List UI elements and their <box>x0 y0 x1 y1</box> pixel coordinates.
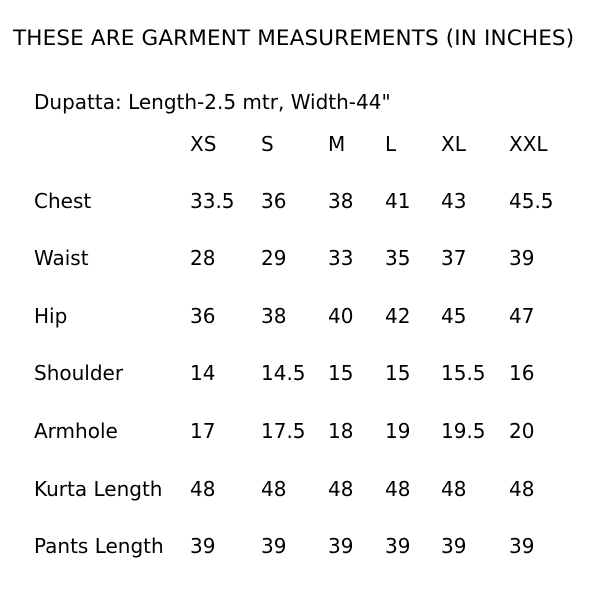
table-row: Chest 33.5 36 38 41 43 45.5 <box>0 191 600 249</box>
table-cell: 48 <box>328 476 354 501</box>
table-cell: 33.5 <box>190 188 235 213</box>
table-cell: 37 <box>441 246 467 271</box>
table-cell: 17.5 <box>261 418 306 443</box>
table-cell: 41 <box>385 188 411 213</box>
table-cell: 45 <box>441 303 467 328</box>
table-cell: 39 <box>385 534 411 559</box>
table-cell: 42 <box>385 303 411 328</box>
table-cell: 14.5 <box>261 361 306 386</box>
table-row: Waist 28 29 33 35 37 39 <box>0 248 600 306</box>
table-cell: 39 <box>190 534 216 559</box>
table-cell: 38 <box>328 188 354 213</box>
table-cell: 28 <box>190 246 216 271</box>
row-label: Armhole <box>34 418 118 443</box>
table-cell: 39 <box>261 534 287 559</box>
table-cell: 20 <box>509 418 535 443</box>
row-label: Hip <box>34 303 68 328</box>
table-cell: 47 <box>509 303 535 328</box>
table-row: Pants Length 39 39 39 39 39 39 <box>0 536 600 594</box>
table-row: Hip 36 38 40 42 45 47 <box>0 306 600 364</box>
column-header-m: M <box>328 132 346 156</box>
table-cell: 15 <box>328 361 354 386</box>
row-label: Waist <box>34 246 89 271</box>
table-cell: 43 <box>441 188 467 213</box>
row-label: Shoulder <box>34 361 124 386</box>
table-cell: 39 <box>328 534 354 559</box>
table-cell: 40 <box>328 303 354 328</box>
table-cell: 15 <box>385 361 411 386</box>
table-cell: 18 <box>328 418 354 443</box>
page-title: THESE ARE GARMENT MEASUREMENTS (IN INCHE… <box>13 26 575 51</box>
table-cell: 45.5 <box>509 188 554 213</box>
table-cell: 19 <box>385 418 411 443</box>
row-label: Chest <box>34 188 92 213</box>
table-cell: 16 <box>509 361 535 386</box>
table-cell: 39 <box>441 534 467 559</box>
measurements-table: XS S M L XL XXL Chest 33.5 36 38 41 43 4… <box>0 133 600 594</box>
table-cell: 19.5 <box>441 418 486 443</box>
row-label: Kurta Length <box>34 476 163 501</box>
row-label: Pants Length <box>34 534 164 559</box>
column-header-xl: XL <box>441 132 466 156</box>
table-cell: 33 <box>328 246 354 271</box>
table-cell: 17 <box>190 418 216 443</box>
table-cell: 48 <box>385 476 411 501</box>
column-header-xs: XS <box>190 132 217 156</box>
table-row: Shoulder 14 14.5 15 15 15.5 16 <box>0 363 600 421</box>
column-header-s: S <box>261 132 274 156</box>
table-cell: 14 <box>190 361 216 386</box>
table-cell: 48 <box>190 476 216 501</box>
table-cell: 15.5 <box>441 361 486 386</box>
table-header-row: XS S M L XL XXL <box>0 133 600 191</box>
table-cell: 39 <box>509 534 535 559</box>
dupatta-note: Dupatta: Length-2.5 mtr, Width-44" <box>34 90 391 114</box>
table-cell: 48 <box>509 476 535 501</box>
table-cell: 36 <box>190 303 216 328</box>
table-row: Kurta Length 48 48 48 48 48 48 <box>0 479 600 537</box>
table-row: Armhole 17 17.5 18 19 19.5 20 <box>0 421 600 479</box>
table-cell: 36 <box>261 188 287 213</box>
table-cell: 35 <box>385 246 411 271</box>
table-cell: 39 <box>509 246 535 271</box>
table-cell: 38 <box>261 303 287 328</box>
table-cell: 48 <box>441 476 467 501</box>
column-header-xxl: XXL <box>509 132 548 156</box>
table-cell: 29 <box>261 246 287 271</box>
column-header-l: L <box>385 132 397 156</box>
table-cell: 48 <box>261 476 287 501</box>
